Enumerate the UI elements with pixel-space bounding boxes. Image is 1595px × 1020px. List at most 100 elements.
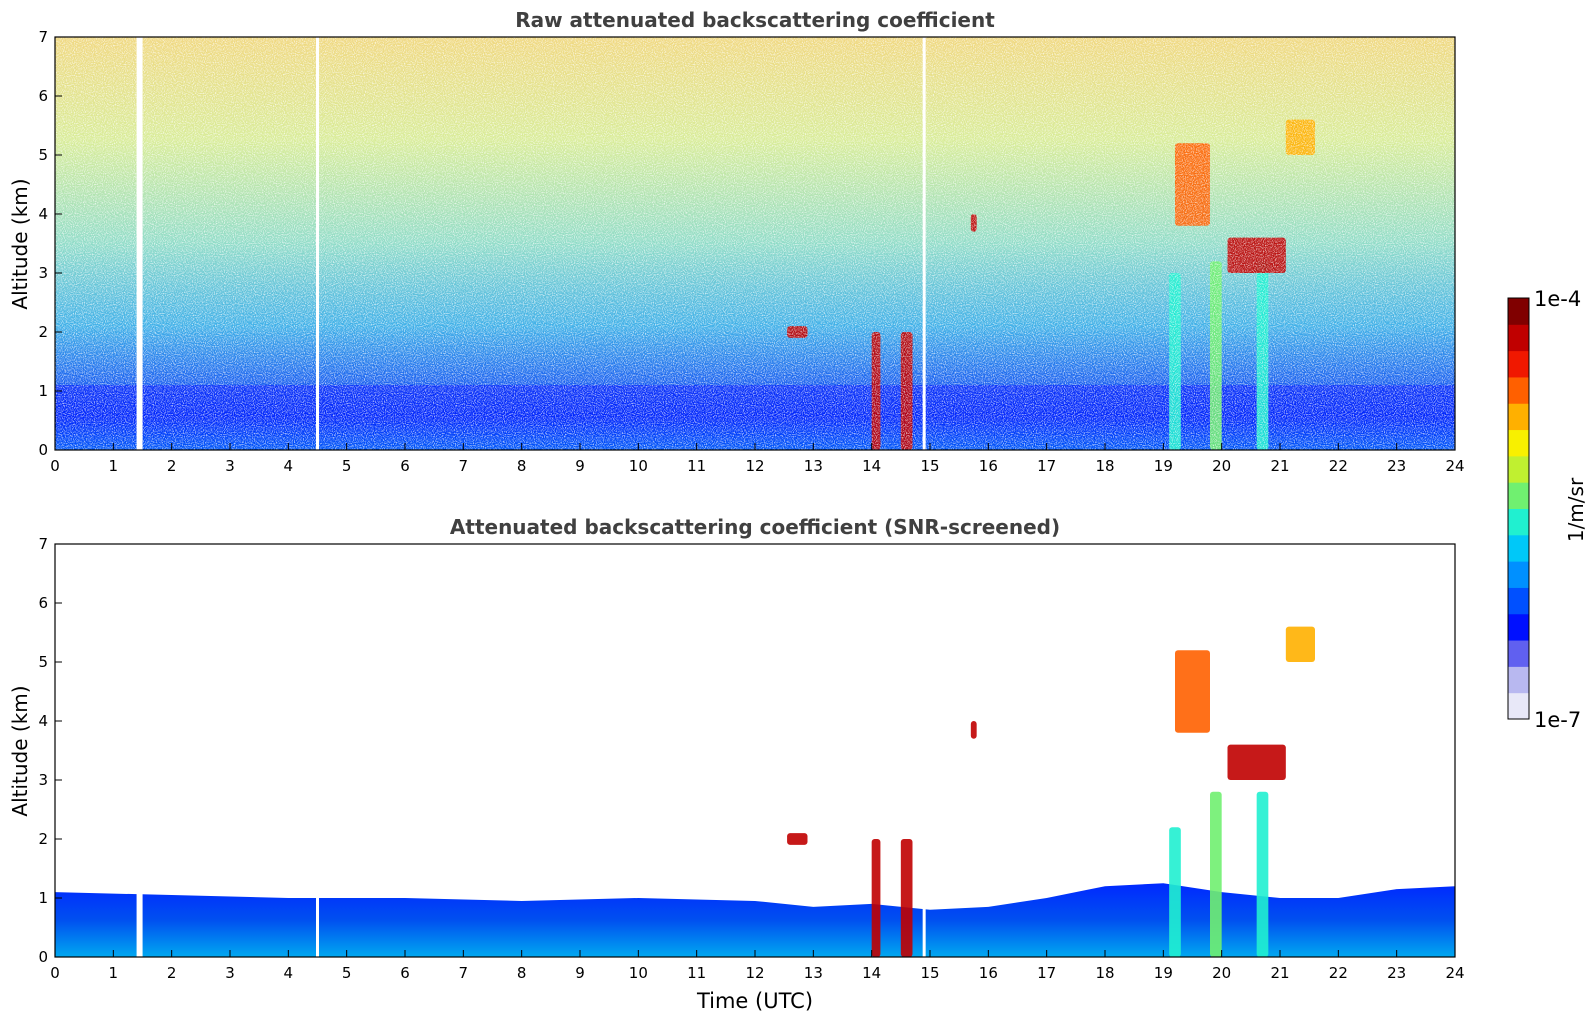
x-tick-label: 19 <box>1154 964 1173 982</box>
data-gap <box>316 544 319 957</box>
feature-aerosol-cloud <box>970 721 977 739</box>
data-gap <box>136 37 143 450</box>
x-tick-label: 13 <box>804 457 823 475</box>
x-tick-label: 11 <box>687 964 706 982</box>
y-tick-label: 1 <box>38 382 48 400</box>
feature-aerosol-cloud <box>1175 650 1210 733</box>
x-tick-label: 23 <box>1387 964 1406 982</box>
x-tick-label: 11 <box>687 457 706 475</box>
data-gap <box>136 544 143 957</box>
feature-aerosol-cloud <box>900 839 913 957</box>
feature-aerosol-cloud <box>1210 791 1222 957</box>
x-tick-label: 3 <box>225 457 235 475</box>
colorbar-step <box>1508 587 1529 615</box>
x-tick-label: 17 <box>1037 457 1056 475</box>
panel1-y-label: Altitude (km) <box>8 178 32 309</box>
y-tick-label: 4 <box>38 205 48 223</box>
y-tick-label: 0 <box>38 948 48 966</box>
x-tick-label: 23 <box>1387 457 1406 475</box>
y-tick-label: 2 <box>38 830 48 848</box>
x-tick-label: 2 <box>167 964 177 982</box>
x-tick-label: 14 <box>862 964 881 982</box>
colorbar-step <box>1508 534 1529 562</box>
x-tick-label: 7 <box>459 457 469 475</box>
x-tick-label: 20 <box>1212 964 1231 982</box>
x-tick-label: 24 <box>1445 964 1464 982</box>
colorbar-frame <box>1507 297 1530 720</box>
x-tick-label: 1 <box>109 964 119 982</box>
x-tick-label: 7 <box>459 964 469 982</box>
panel1-noise <box>55 37 1455 450</box>
colorbar-step <box>1508 298 1529 325</box>
y-tick-label: 0 <box>38 441 48 459</box>
x-tick-label: 15 <box>920 457 939 475</box>
data-gap <box>922 37 926 450</box>
panel2-title: Attenuated backscattering coefficient (S… <box>450 515 1060 539</box>
panel1-y-axis: 0 1 2 3 4 5 6 7 <box>38 28 62 459</box>
y-tick-label: 4 <box>38 712 48 730</box>
y-tick-label: 7 <box>38 28 48 46</box>
x-tick-label: 21 <box>1270 964 1289 982</box>
x-tick-label: 9 <box>575 457 585 475</box>
colorbar-step <box>1508 561 1529 588</box>
colorbar-step <box>1508 692 1529 720</box>
x-tick-label: 16 <box>979 457 998 475</box>
x-tick-label: 4 <box>284 457 294 475</box>
colorbar-step <box>1508 640 1529 667</box>
colorbar-min-label: 1e-7 <box>1534 708 1581 732</box>
x-tick-label: 10 <box>629 457 648 475</box>
x-tick-label: 4 <box>284 964 294 982</box>
x-tick-label: 0 <box>50 457 60 475</box>
colorbar-max-label: 1e-4 <box>1534 287 1581 311</box>
x-tick-label: 2 <box>167 457 177 475</box>
x-tick-label: 1 <box>109 457 119 475</box>
y-tick-label: 2 <box>38 323 48 341</box>
feature-aerosol-cloud <box>871 839 881 957</box>
data-gap <box>316 37 319 450</box>
x-tick-label: 13 <box>804 964 823 982</box>
x-tick-label: 8 <box>517 457 527 475</box>
x-tick-label: 10 <box>629 964 648 982</box>
x-tick-label: 9 <box>575 964 585 982</box>
x-tick-label: 5 <box>342 964 352 982</box>
y-tick-label: 3 <box>38 264 48 282</box>
colorbar-step <box>1508 666 1529 694</box>
panel2-data-gaps <box>136 544 926 957</box>
x-tick-label: 22 <box>1329 964 1348 982</box>
y-tick-label: 6 <box>38 87 48 105</box>
colorbar-step <box>1508 376 1529 404</box>
y-tick-label: 3 <box>38 771 48 789</box>
colorbar-step <box>1508 429 1529 457</box>
feature-aerosol-cloud <box>1169 827 1181 957</box>
x-tick-label: 21 <box>1270 457 1289 475</box>
colorbar-step <box>1508 350 1529 378</box>
x-tick-label: 6 <box>400 964 410 982</box>
colorbar-step <box>1508 508 1529 536</box>
x-tick-label: 18 <box>1095 457 1114 475</box>
panel1-data-gaps <box>136 37 926 450</box>
x-tick-label: 3 <box>225 964 235 982</box>
x-tick-label: 19 <box>1154 457 1173 475</box>
x-tick-label: 14 <box>862 457 881 475</box>
x-tick-label: 15 <box>920 964 939 982</box>
panel1-x-axis: 0 1 2 3 4 5 6 7 8 9 10 11 12 13 14 15 16 17 18 19 20 21 22 23 24 <box>50 443 1465 475</box>
panel-raw: Raw attenuated backscattering coefficien… <box>8 8 1465 475</box>
x-tick-label: 5 <box>342 457 352 475</box>
panel-snr-screened: Attenuated backscattering coefficient (S… <box>8 515 1465 1013</box>
feature-aerosol-cloud <box>787 833 808 845</box>
feature-aerosol-cloud <box>1256 791 1269 957</box>
x-tick-label: 18 <box>1095 964 1114 982</box>
feature-aerosol-cloud <box>1285 626 1315 662</box>
colorbar-steps <box>1508 298 1529 720</box>
panel2-boundary-layer <box>55 883 1455 957</box>
colorbar-step <box>1508 324 1529 352</box>
x-tick-label: 8 <box>517 964 527 982</box>
colorbar-step <box>1508 403 1529 431</box>
data-gap <box>922 544 926 957</box>
panel1-title: Raw attenuated backscattering coefficien… <box>515 8 995 32</box>
y-tick-label: 1 <box>38 889 48 907</box>
panel2-y-axis: 0 1 2 3 4 5 6 7 <box>38 535 62 966</box>
x-tick-label: 24 <box>1445 457 1464 475</box>
y-tick-label: 5 <box>38 653 48 671</box>
x-tick-label: 0 <box>50 964 60 982</box>
